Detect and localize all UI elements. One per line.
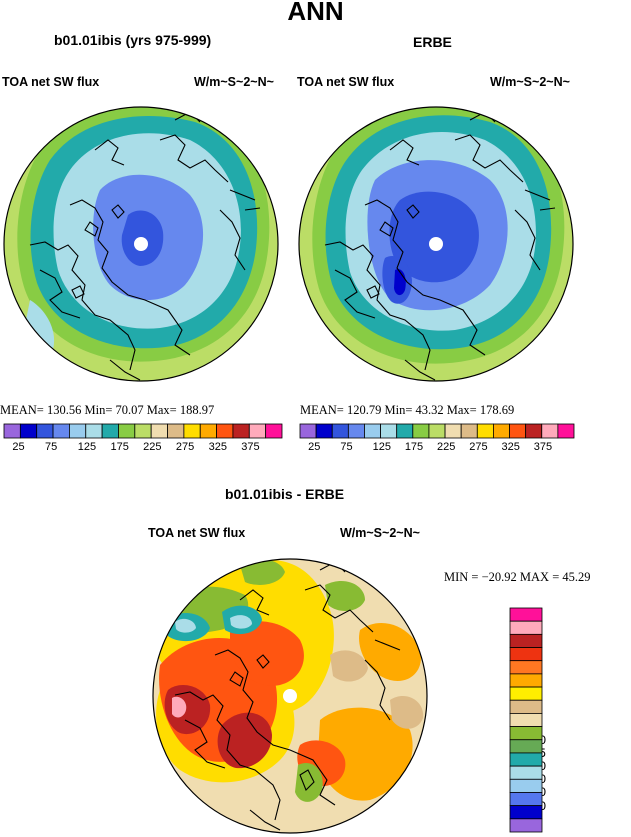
colorbar-tick-label: 25 (12, 441, 25, 453)
colorbar-swatch (134, 423, 152, 439)
colorbar-swatch (493, 423, 510, 439)
colorbar-swatch (509, 647, 543, 662)
colorbar-swatch (199, 423, 217, 439)
colorbar-swatch (525, 423, 543, 439)
colorbar-swatch (167, 423, 185, 439)
right-units-label: W/m~S~2~N~ (490, 75, 570, 89)
colorbar-swatch (216, 423, 234, 439)
colorbar-swatch (509, 739, 543, 754)
left-units-label: W/m~S~2~N~ (194, 75, 274, 89)
colorbar-tick-label: 175 (110, 441, 129, 453)
colorbar-swatch (396, 423, 414, 439)
diff-pole-marker (283, 689, 297, 703)
colorbar-tick-label: 175 (404, 441, 424, 453)
colorbar-swatch (428, 423, 446, 439)
colorbar-swatch (509, 673, 543, 688)
colorbar-swatch (509, 607, 543, 622)
right-colorbar (299, 423, 575, 439)
diff-stats: MIN = −20.92 MAX = 45.29 (444, 570, 591, 584)
page-title: ANN (287, 0, 344, 26)
colorbar-tick-label: 275 (175, 441, 195, 453)
colorbar-swatch (118, 423, 136, 439)
colorbar-swatch (85, 423, 103, 439)
colorbar-swatch (509, 726, 543, 741)
colorbar-swatch (69, 423, 87, 439)
colorbar-swatch (509, 620, 543, 635)
colorbar-swatch (509, 633, 543, 648)
colorbar-tick-label: 75 (45, 441, 58, 453)
colorbar-swatch (509, 752, 543, 767)
colorbar-swatch (299, 423, 317, 439)
diff-panel-title: b01.01ibis - ERBE (225, 486, 345, 502)
colorbar-tick-label: 225 (143, 441, 162, 453)
right-pole-marker (429, 237, 443, 251)
colorbar-tick-label: 75 (340, 441, 353, 453)
colorbar-swatch (557, 423, 575, 439)
colorbar-swatch (232, 423, 250, 439)
colorbar-swatch (315, 423, 333, 439)
colorbar-swatch (248, 423, 267, 439)
colorbar-tick-label: 225 (437, 441, 456, 453)
colorbar-swatch (476, 423, 494, 439)
colorbar-swatch (380, 423, 398, 439)
colorbar-tick-label: 375 (533, 441, 553, 453)
colorbar-swatch (19, 423, 38, 439)
colorbar-swatch (509, 713, 543, 727)
colorbar-swatch (509, 778, 543, 793)
colorbar-tick-label: 375 (241, 441, 260, 453)
colorbar-swatch (347, 423, 365, 439)
colorbar-swatch (541, 423, 559, 439)
right-variable-label: TOA net SW flux (297, 75, 395, 89)
diff-colorbar (509, 607, 543, 833)
left-variable-label: TOA net SW flux (2, 75, 100, 89)
colorbar-swatch (3, 423, 21, 439)
left-pole-marker (134, 237, 148, 251)
colorbar-tick-label: 125 (372, 441, 391, 453)
colorbar-swatch (509, 686, 543, 701)
colorbar-swatch (509, 699, 543, 714)
colorbar-swatch (412, 423, 430, 439)
right-stats: MEAN= 120.79 Min= 43.32 Max= 178.69 (300, 403, 515, 417)
colorbar-tick-label: 275 (469, 441, 488, 453)
colorbar-swatch (36, 423, 54, 439)
colorbar-swatch (150, 423, 168, 439)
colorbar-tick-label: 325 (501, 441, 520, 453)
colorbar-swatch (509, 660, 543, 675)
left-colorbar (3, 423, 283, 439)
diff-units-label: W/m~S~2~N~ (340, 526, 420, 540)
colorbar-swatch (509, 765, 543, 780)
colorbar-swatch (509, 423, 527, 439)
right-panel-title: ERBE (413, 34, 452, 50)
left-stats: MEAN= 130.56 Min= 70.07 Max= 188.97 (0, 403, 215, 417)
colorbar-swatch (52, 423, 70, 439)
colorbar-swatch (444, 423, 462, 439)
colorbar-tick-label: 325 (208, 441, 227, 453)
colorbar-swatch (101, 423, 119, 439)
colorbar-tick-label: 125 (77, 441, 97, 453)
colorbar-swatch (331, 423, 349, 439)
left-panel-title: b01.01ibis (yrs 975-999) (54, 32, 212, 48)
colorbar-swatch (509, 805, 543, 820)
colorbar-swatch (460, 423, 478, 439)
colorbar-swatch (364, 423, 381, 439)
diff-variable-label: TOA net SW flux (148, 526, 246, 540)
colorbar-swatch (265, 423, 283, 439)
colorbar-swatch (509, 792, 543, 807)
colorbar-swatch (509, 818, 543, 833)
colorbar-swatch (183, 423, 201, 439)
colorbar-tick-label: 25 (308, 441, 321, 453)
